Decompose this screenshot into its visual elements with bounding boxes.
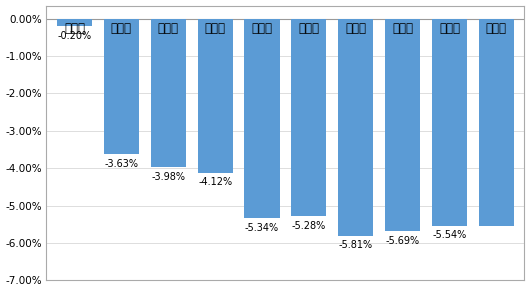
Text: 第一个: 第一个 [64, 22, 85, 35]
Text: -5.54%: -5.54% [432, 230, 466, 240]
Bar [57, 19, 92, 26]
Text: 第四个: 第四个 [205, 22, 226, 35]
Text: 第三个: 第三个 [158, 22, 179, 35]
Bar [338, 19, 373, 236]
Bar [244, 19, 279, 218]
Text: -5.28%: -5.28% [292, 220, 326, 231]
Bar [385, 19, 420, 232]
Bar [198, 19, 233, 173]
Bar [151, 19, 186, 168]
Bar [432, 19, 467, 226]
Text: 第二个: 第二个 [111, 22, 132, 35]
Text: 第九个: 第九个 [439, 22, 460, 35]
Text: -0.20%: -0.20% [57, 31, 92, 41]
Text: -5.69%: -5.69% [385, 236, 420, 246]
Bar [104, 19, 139, 154]
Text: -3.98%: -3.98% [151, 172, 185, 182]
Text: 第六个: 第六个 [298, 22, 320, 35]
Text: -5.34%: -5.34% [245, 223, 279, 233]
Bar [479, 19, 514, 226]
Text: -3.63%: -3.63% [104, 159, 138, 169]
Text: -5.81%: -5.81% [339, 240, 373, 251]
Text: -4.12%: -4.12% [198, 177, 232, 187]
Text: 第十个: 第十个 [486, 22, 507, 35]
Text: 第五个: 第五个 [251, 22, 272, 35]
Bar [292, 19, 326, 216]
Text: 第八个: 第八个 [392, 22, 413, 35]
Text: 第七个: 第七个 [345, 22, 366, 35]
